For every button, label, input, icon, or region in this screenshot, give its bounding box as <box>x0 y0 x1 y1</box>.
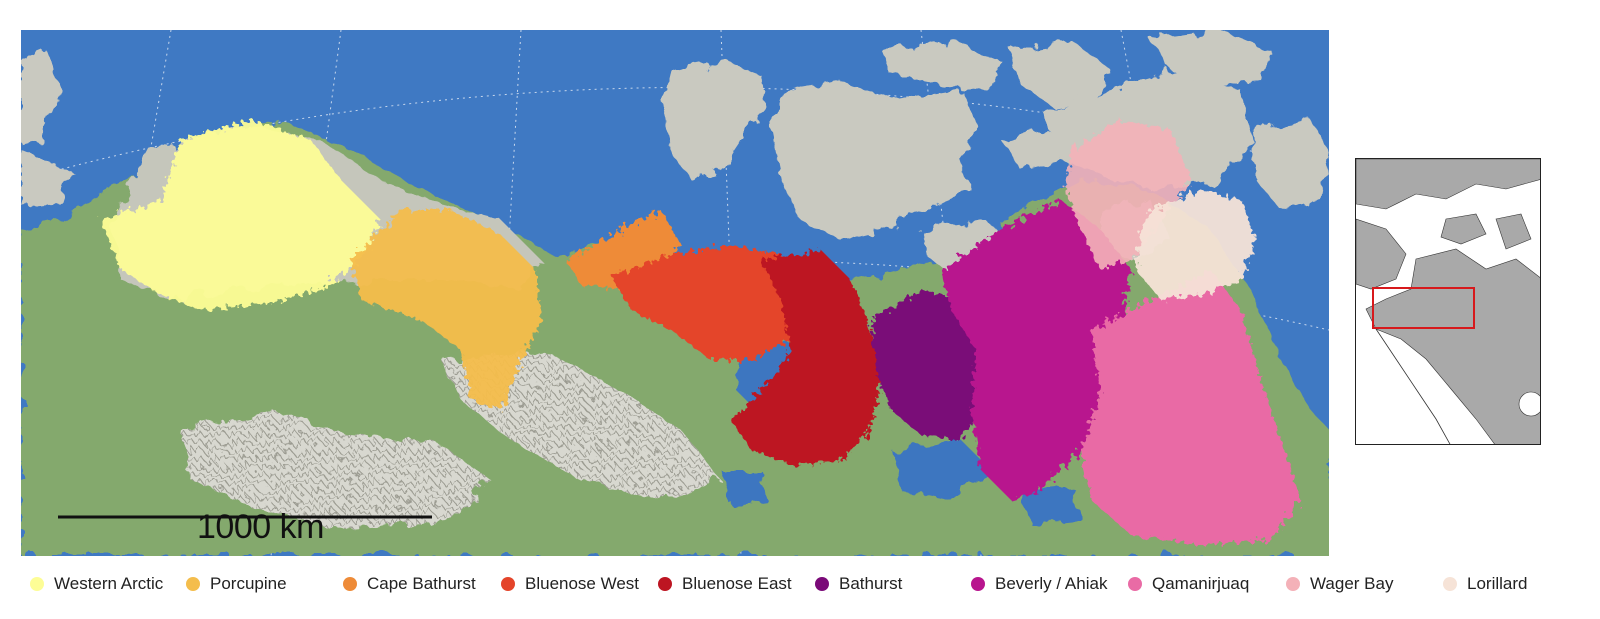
legend-item-beverly-ahiak: Beverly / Ahiak <box>971 570 1107 598</box>
range-bluenose-east <box>731 250 881 465</box>
legend-label: Bathurst <box>839 574 903 593</box>
legend-swatch <box>343 577 357 591</box>
legend-label: Bluenose West <box>525 574 640 593</box>
range-porcupine <box>351 210 541 410</box>
inset-coastline-detail <box>1375 328 1451 444</box>
range-bluenose-west <box>611 245 801 360</box>
legend-item-bluenose-west: Bluenose West <box>501 570 639 598</box>
legend-item-wager-bay: Wager Bay <box>1286 570 1393 598</box>
legend-item-bluenose-east: Bluenose East <box>658 570 792 598</box>
legend-item-western-arctic: Western Arctic <box>30 570 163 598</box>
legend-label: Cape Bathurst <box>367 574 476 593</box>
legend-item-qamanirjuaq: Qamanirjuaq <box>1128 570 1249 598</box>
range-qamanirjuaq <box>1081 270 1301 545</box>
inset-map <box>1355 158 1541 445</box>
inset-canvas <box>1356 159 1540 444</box>
legend-label: Western Arctic <box>54 574 164 593</box>
range-wager-bay <box>1066 120 1191 270</box>
inset-extent-box <box>1372 287 1475 329</box>
legend: Western Arctic Porcupine Cape Bathurst B… <box>0 570 1600 598</box>
legend-swatch <box>186 577 200 591</box>
legend-item-bathurst: Bathurst <box>815 570 902 598</box>
legend-swatch <box>1286 577 1300 591</box>
legend-swatch <box>30 577 44 591</box>
range-beverly-ahiak <box>941 200 1131 500</box>
herd-ranges <box>101 120 1301 545</box>
map-canvas <box>21 30 1329 556</box>
legend-swatch <box>971 577 985 591</box>
main-map: 1000 km <box>21 30 1329 556</box>
scale-bar-label: 1000 km <box>197 508 324 546</box>
range-bathurst <box>871 290 986 440</box>
inset-land <box>1356 159 1540 444</box>
range-lorillard <box>1136 190 1256 300</box>
legend-label: Bluenose East <box>682 574 792 593</box>
inset-lake <box>1518 391 1540 417</box>
legend-swatch <box>658 577 672 591</box>
legend-label: Porcupine <box>210 574 287 593</box>
legend-swatch <box>815 577 829 591</box>
legend-item-cape-bathurst: Cape Bathurst <box>343 570 476 598</box>
legend-label: Qamanirjuaq <box>1152 574 1250 593</box>
legend-item-lorillard: Lorillard <box>1443 570 1527 598</box>
legend-swatch <box>1443 577 1457 591</box>
legend-label: Lorillard <box>1467 574 1528 593</box>
range-western-arctic <box>101 120 381 310</box>
legend-swatch <box>1128 577 1142 591</box>
legend-label: Wager Bay <box>1310 574 1394 593</box>
legend-item-porcupine: Porcupine <box>186 570 287 598</box>
legend-label: Beverly / Ahiak <box>995 574 1108 593</box>
legend-swatch <box>501 577 515 591</box>
